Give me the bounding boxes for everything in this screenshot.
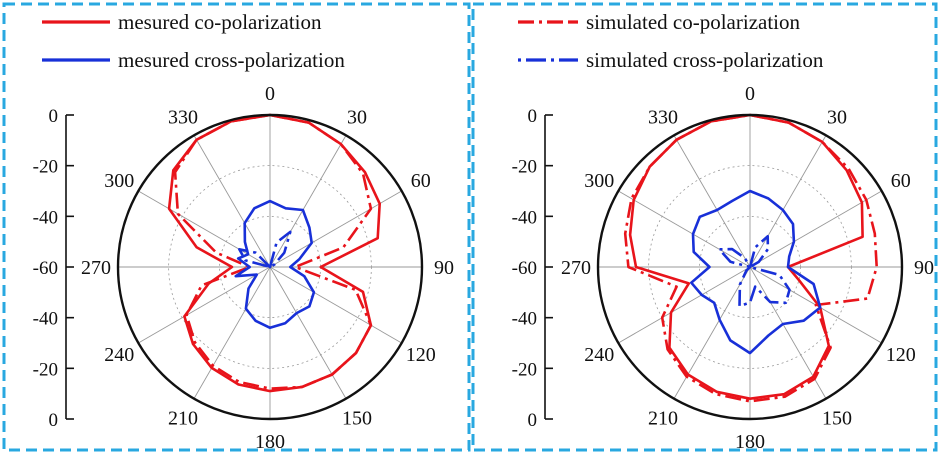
series-line-0-2	[234, 199, 316, 330]
radial-tick-label: -60	[33, 258, 58, 279]
angle-label-240: 240	[104, 344, 134, 366]
polar-outer-circle	[116, 113, 424, 421]
angle-label-180: 180	[255, 431, 285, 453]
series-line-1-3	[690, 189, 822, 355]
radial-tick-label: -40	[33, 309, 58, 330]
polar-plot-simulated: 0 30 60 90 120 150 180 210 240 270 300 330 0 -20 -40 -6…	[512, 83, 934, 453]
radial-tick-label: 0	[528, 410, 538, 431]
left-legend: mesured co-polarization mesured cross-po…	[42, 10, 345, 72]
angle-label-0: 0	[745, 83, 755, 105]
angle-label-120: 120	[406, 344, 436, 366]
legend-label-simulated-cross: simulated cross-polarization	[586, 48, 824, 72]
angle-label-150: 150	[342, 408, 372, 430]
radial-tick-label: 0	[49, 106, 59, 127]
angle-label-60: 60	[411, 170, 431, 192]
angle-label-270: 270	[561, 257, 591, 279]
angle-label-150: 150	[822, 408, 852, 430]
grid-spoke	[269, 190, 402, 268]
right-panel-frame	[471, 2, 938, 452]
radial-tick-label: -40	[512, 309, 537, 330]
grid-spoke	[618, 266, 751, 344]
grid-spoke	[193, 135, 271, 268]
angle-label-30: 30	[347, 106, 367, 128]
grid-spoke	[138, 266, 271, 344]
legend-label-measured-co: mesured co-polarization	[118, 10, 322, 34]
angle-label-90: 90	[434, 257, 454, 279]
angle-label-120: 120	[886, 344, 916, 366]
angle-label-270: 270	[81, 257, 111, 279]
grid-spoke	[749, 190, 882, 268]
angle-label-90: 90	[914, 257, 934, 279]
grid-spoke	[269, 266, 402, 344]
angle-label-30: 30	[827, 106, 847, 128]
angle-label-300: 300	[584, 170, 614, 192]
right-legend: simulated co-polarization simulated cros…	[518, 10, 824, 72]
grid-spoke	[138, 190, 271, 268]
radial-tick-label: -20	[512, 157, 537, 178]
legend-label-measured-cross: mesured cross-polarization	[118, 48, 345, 72]
angle-label-180: 180	[735, 431, 765, 453]
series-line-0-3	[238, 230, 292, 269]
radial-tick-label: -40	[512, 207, 537, 228]
grid-spoke	[193, 266, 271, 399]
angle-label-300: 300	[104, 170, 134, 192]
radial-tick-label: 0	[49, 410, 59, 431]
angle-label-60: 60	[891, 170, 911, 192]
grid-spoke	[749, 135, 827, 268]
angle-label-210: 210	[648, 408, 678, 430]
radial-tick-label: 0	[528, 106, 538, 127]
radial-tick-label: -20	[33, 157, 58, 178]
radial-tick-label: -60	[512, 258, 537, 279]
radial-tick-label: -20	[33, 359, 58, 380]
polar-outer-circle	[596, 113, 904, 421]
polar-plot-measured: 0 30 60 90 120 150 180 210 240 270 300 330 0 -20 -40 -6…	[33, 83, 454, 453]
legend-label-simulated-co: simulated co-polarization	[586, 10, 801, 34]
series-line-0-1	[173, 113, 373, 390]
angle-label-0: 0	[265, 83, 275, 105]
angle-label-330: 330	[648, 106, 678, 128]
angle-label-330: 330	[168, 106, 198, 128]
angle-label-240: 240	[584, 344, 614, 366]
grid-spoke	[269, 266, 347, 399]
radial-tick-label: -20	[512, 359, 537, 380]
series-line-1-1	[628, 113, 864, 400]
angle-label-210: 210	[168, 408, 198, 430]
left-panel-frame	[2, 2, 471, 452]
radial-tick-label: -40	[33, 207, 58, 228]
grid-spoke	[618, 190, 751, 268]
series-line-0-0	[167, 113, 381, 393]
grid-spoke	[269, 135, 347, 268]
series-line-1-0	[623, 113, 878, 403]
series-line-1-2	[718, 235, 791, 308]
grid-spoke	[673, 135, 751, 268]
